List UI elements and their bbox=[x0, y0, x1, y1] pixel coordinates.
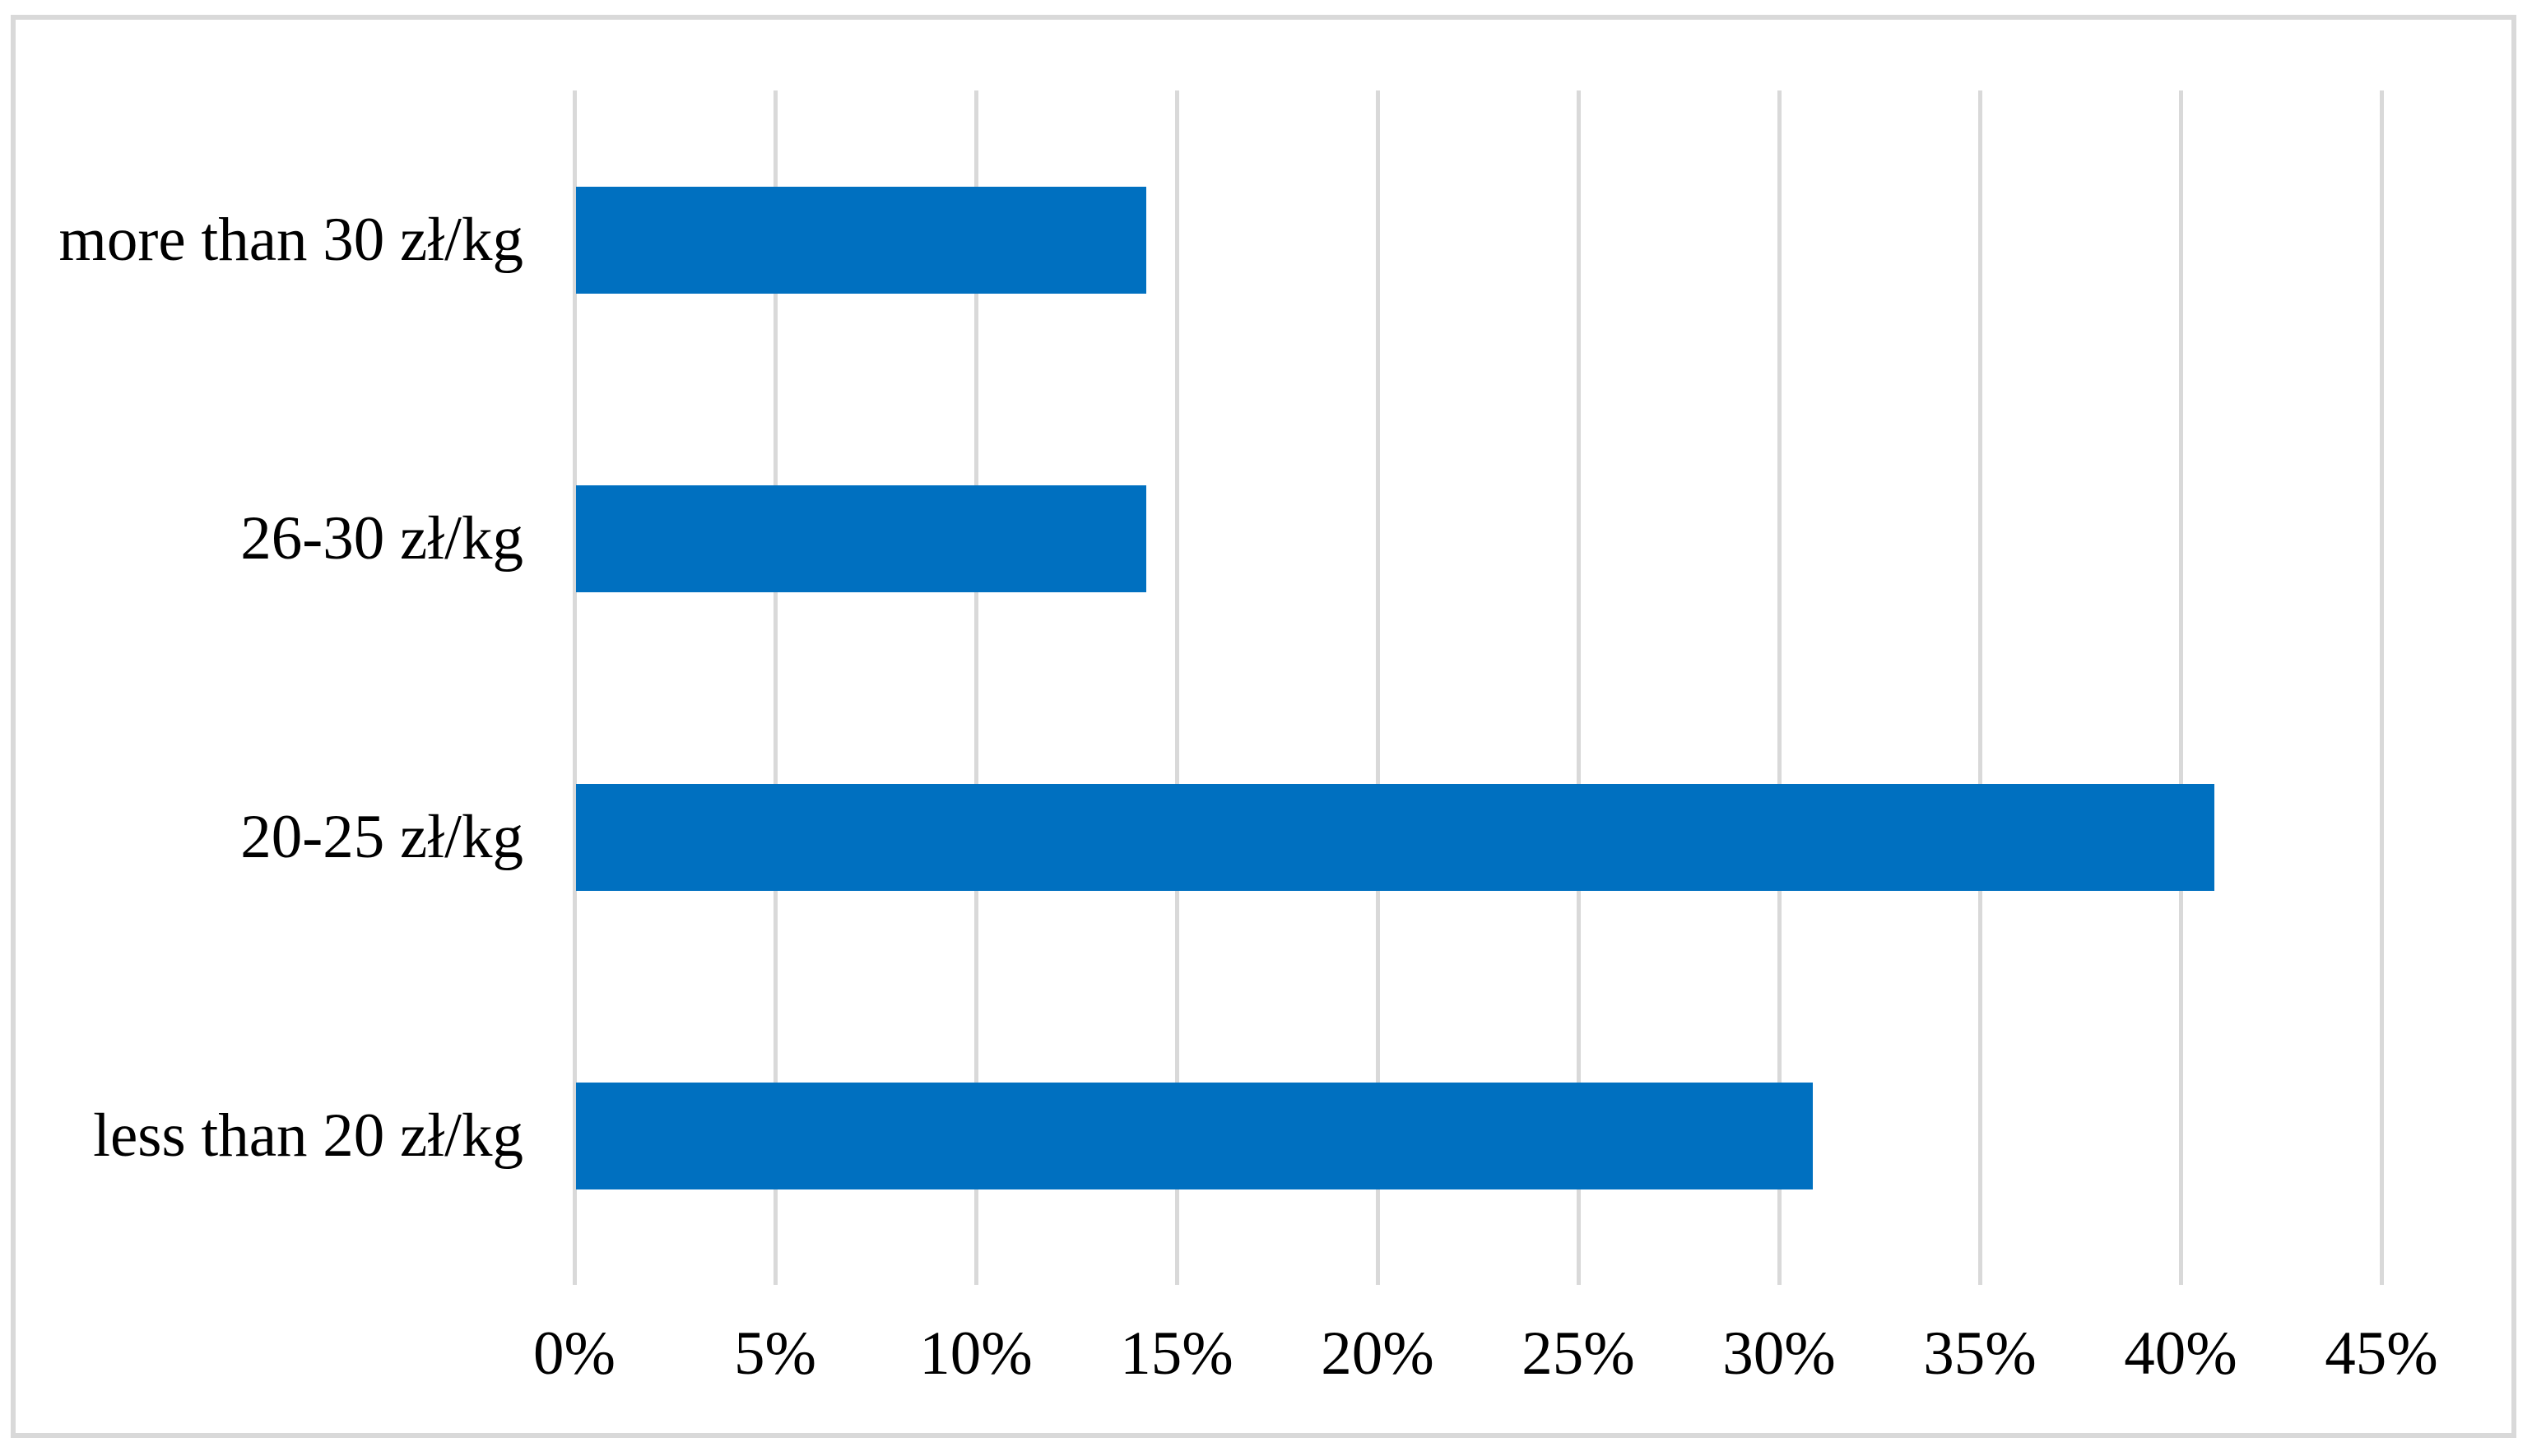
gridline-45% bbox=[2379, 90, 2384, 1285]
x-tick-label: 0% bbox=[533, 1319, 616, 1388]
bar-4 bbox=[576, 1082, 1813, 1189]
x-tick-label: 35% bbox=[1923, 1319, 2037, 1388]
x-tick-label: 5% bbox=[734, 1319, 816, 1388]
bar-2 bbox=[576, 485, 1146, 592]
bar-3 bbox=[576, 783, 2214, 891]
x-tick-label: 30% bbox=[1722, 1319, 1836, 1388]
category-label: 20-25 zł/kg bbox=[240, 802, 523, 871]
category-label: more than 30 zł/kg bbox=[58, 205, 523, 274]
x-tick-label: 45% bbox=[2325, 1319, 2438, 1388]
gridline-5% bbox=[773, 90, 778, 1285]
gridline-15% bbox=[1174, 90, 1179, 1285]
gridline-35% bbox=[1977, 90, 1982, 1285]
gridline-40% bbox=[2178, 90, 2183, 1285]
chart-frame-border bbox=[11, 15, 2516, 1438]
x-tick-label: 20% bbox=[1321, 1319, 1434, 1388]
gridline-30% bbox=[1777, 90, 1782, 1285]
x-tick-label: 10% bbox=[919, 1319, 1033, 1388]
gridline-25% bbox=[1576, 90, 1581, 1285]
x-tick-label: 25% bbox=[1522, 1319, 1635, 1388]
category-label: less than 20 zł/kg bbox=[93, 1101, 523, 1170]
x-tick-label: 40% bbox=[2124, 1319, 2237, 1388]
x-tick-label: 15% bbox=[1120, 1319, 1233, 1388]
category-label: 26-30 zł/kg bbox=[240, 503, 523, 573]
gridline-20% bbox=[1375, 90, 1380, 1285]
gridline-0% bbox=[572, 90, 577, 1285]
gridline-10% bbox=[973, 90, 978, 1285]
bar-1 bbox=[576, 186, 1146, 294]
